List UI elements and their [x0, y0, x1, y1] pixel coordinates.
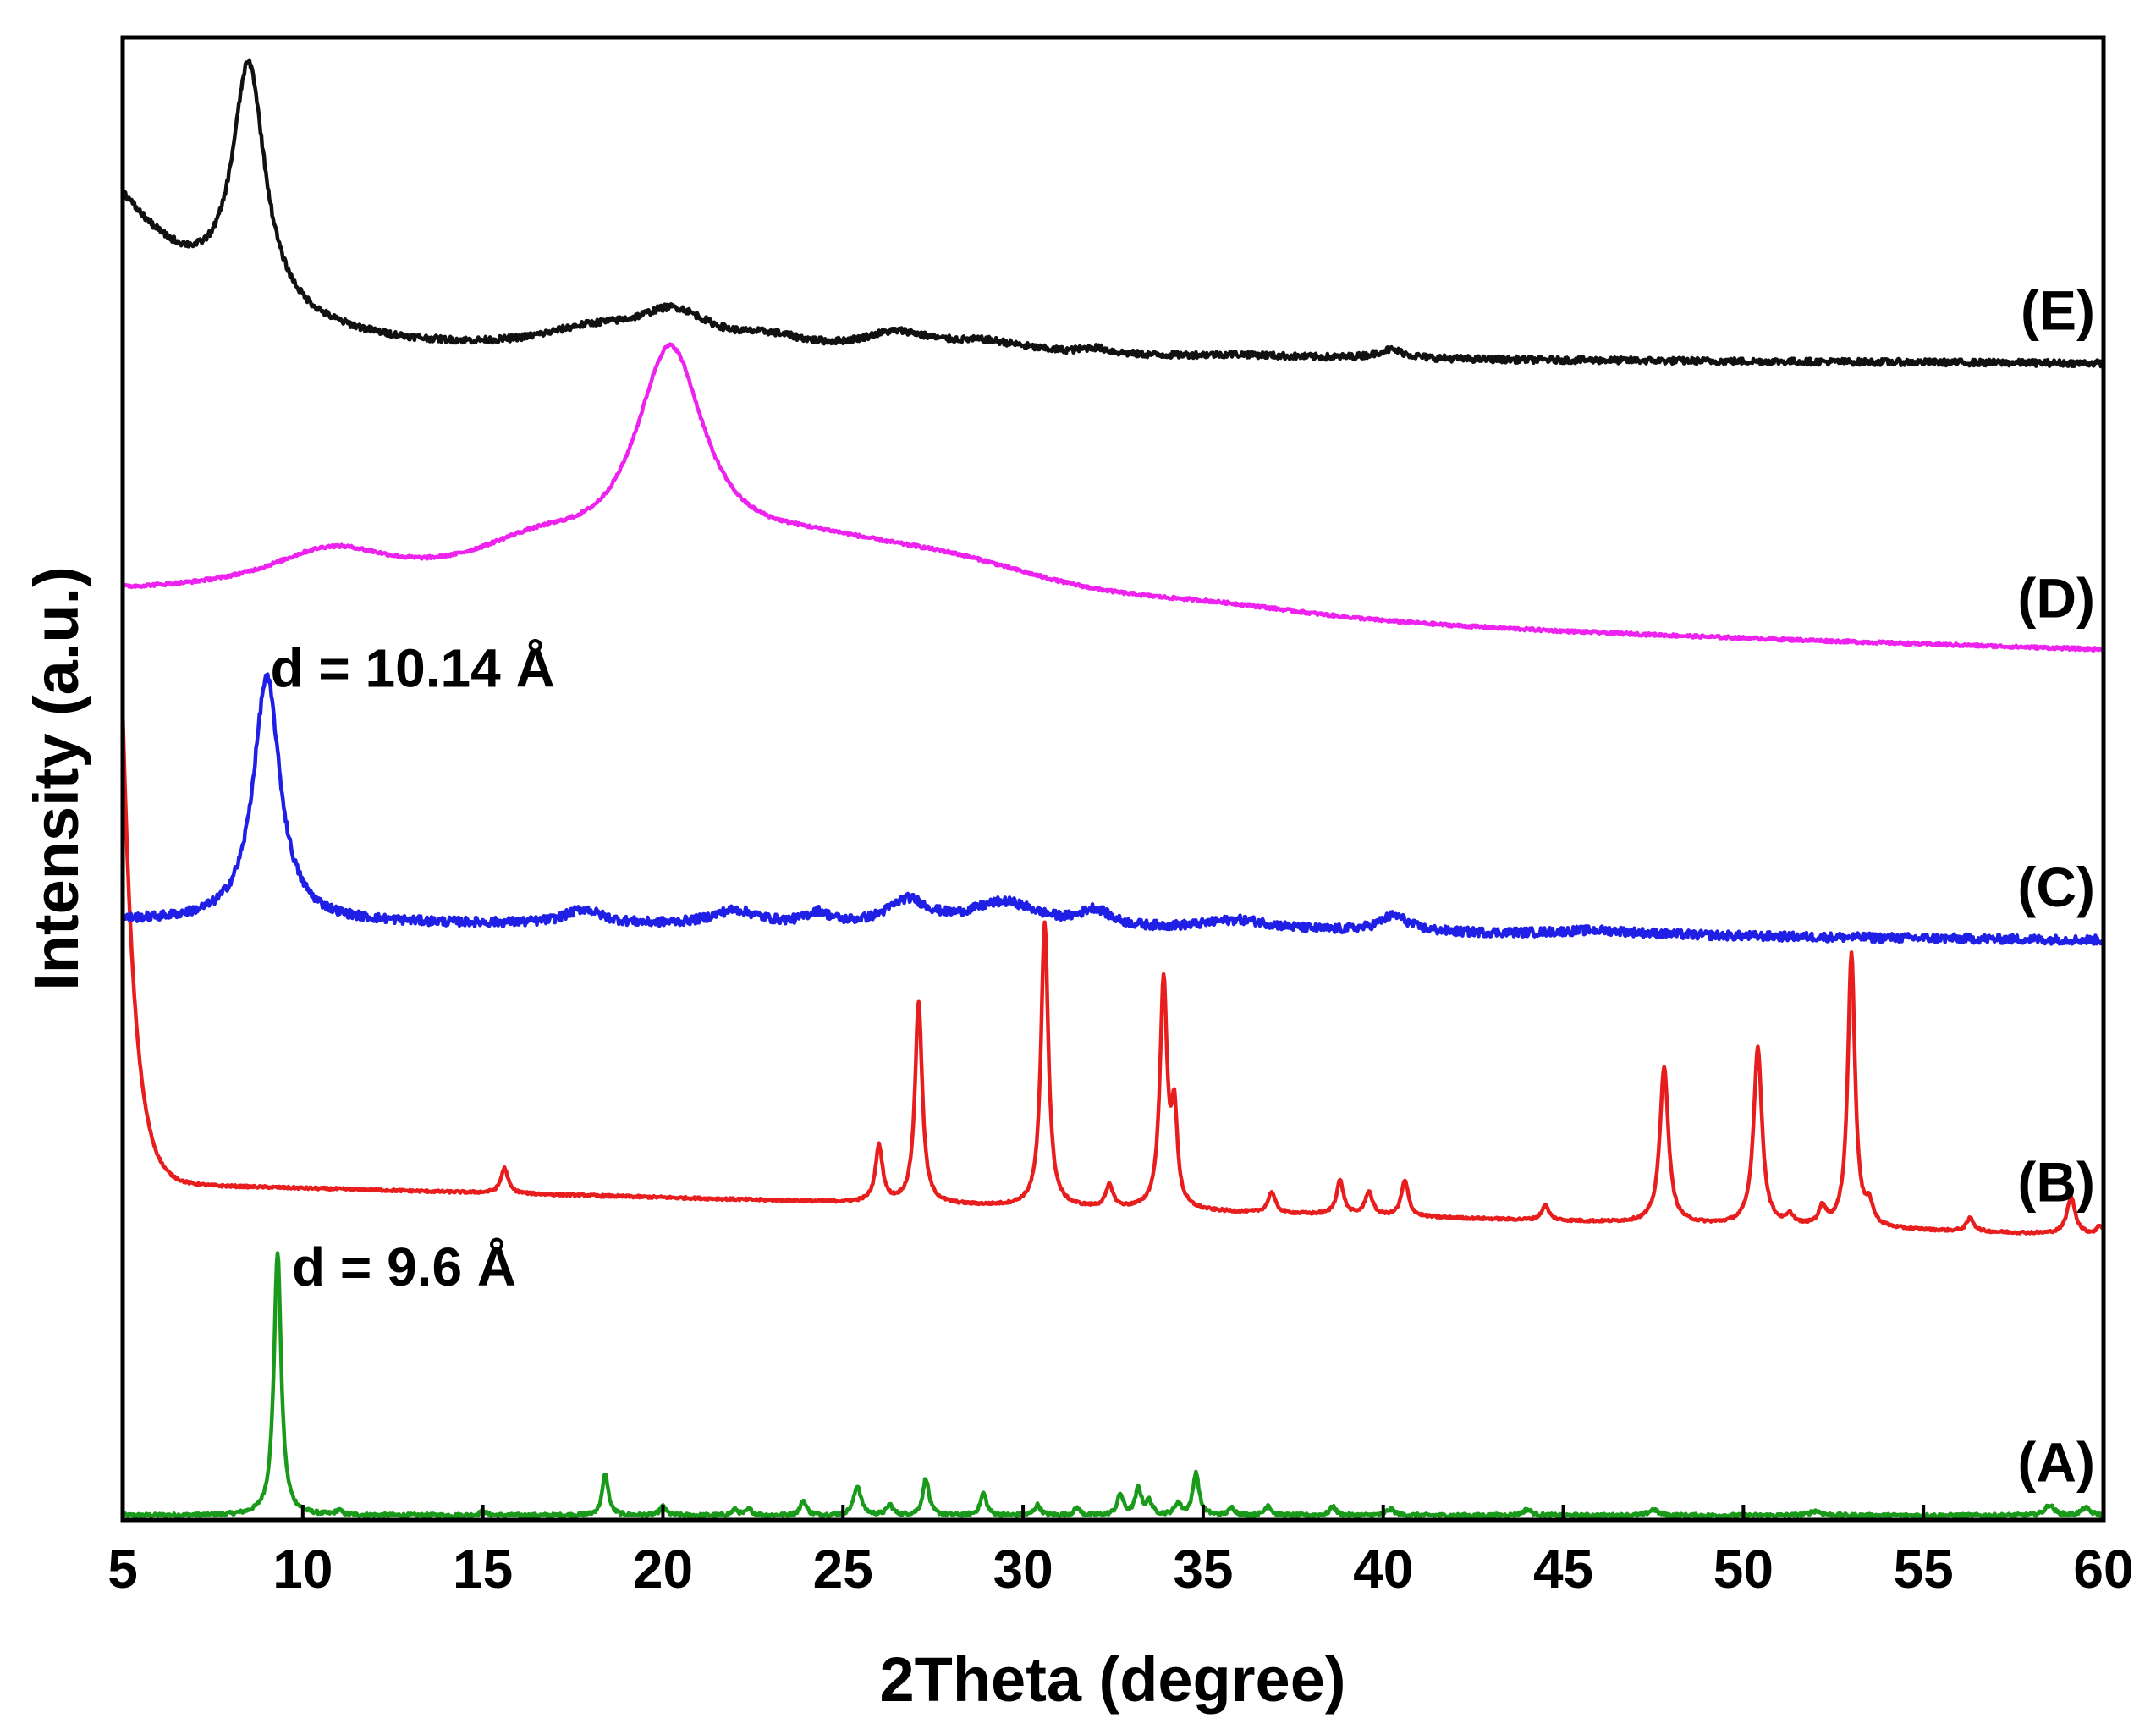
x-axis-ticks: 5 10 15 20 25 30 35 40 45 50 55 60 — [107, 1505, 2134, 1600]
y-axis-title: Intensity (a.u.) — [21, 566, 91, 991]
series-line-d — [120, 342, 2106, 653]
x-tick-label-30: 30 — [993, 1539, 1053, 1600]
x-tick-label-25: 25 — [813, 1539, 873, 1600]
series-label-a: (A) — [2017, 1431, 2095, 1494]
x-tick-label-60: 60 — [2073, 1539, 2133, 1600]
series-label-c: (C) — [2017, 856, 2095, 918]
series-line-a — [120, 1251, 2106, 1520]
series-line-e — [120, 58, 2106, 369]
series-label-d: (D) — [2017, 566, 2095, 629]
series-line-c — [120, 672, 2106, 946]
annotations: d = 10.14 Å d = 9.6 Å — [271, 637, 555, 1297]
x-axis-title: 2Theta (degree) — [879, 1644, 1345, 1715]
x-tick-label-50: 50 — [1713, 1539, 1774, 1600]
series-label-b: (B) — [2017, 1151, 2095, 1214]
plot-frame — [120, 35, 2106, 1523]
x-tick-label-10: 10 — [272, 1539, 333, 1600]
series-line-b — [120, 708, 2106, 1236]
x-tick-label-40: 40 — [1353, 1539, 1413, 1600]
x-tick-label-45: 45 — [1533, 1539, 1593, 1600]
series-labels: (A) (B) (C) (D) (E) — [2017, 278, 2095, 1493]
x-tick-label-5: 5 — [107, 1539, 138, 1600]
annotation-d-spacing-2: d = 9.6 Å — [292, 1236, 516, 1297]
annotation-d-spacing-1: d = 10.14 Å — [271, 637, 555, 698]
x-tick-label-20: 20 — [633, 1539, 693, 1600]
x-tick-label-55: 55 — [1894, 1539, 1954, 1600]
series-layer — [120, 58, 2106, 1520]
x-tick-label-15: 15 — [453, 1539, 513, 1600]
x-tick-label-35: 35 — [1173, 1539, 1233, 1600]
series-label-e: (E) — [2021, 278, 2095, 341]
